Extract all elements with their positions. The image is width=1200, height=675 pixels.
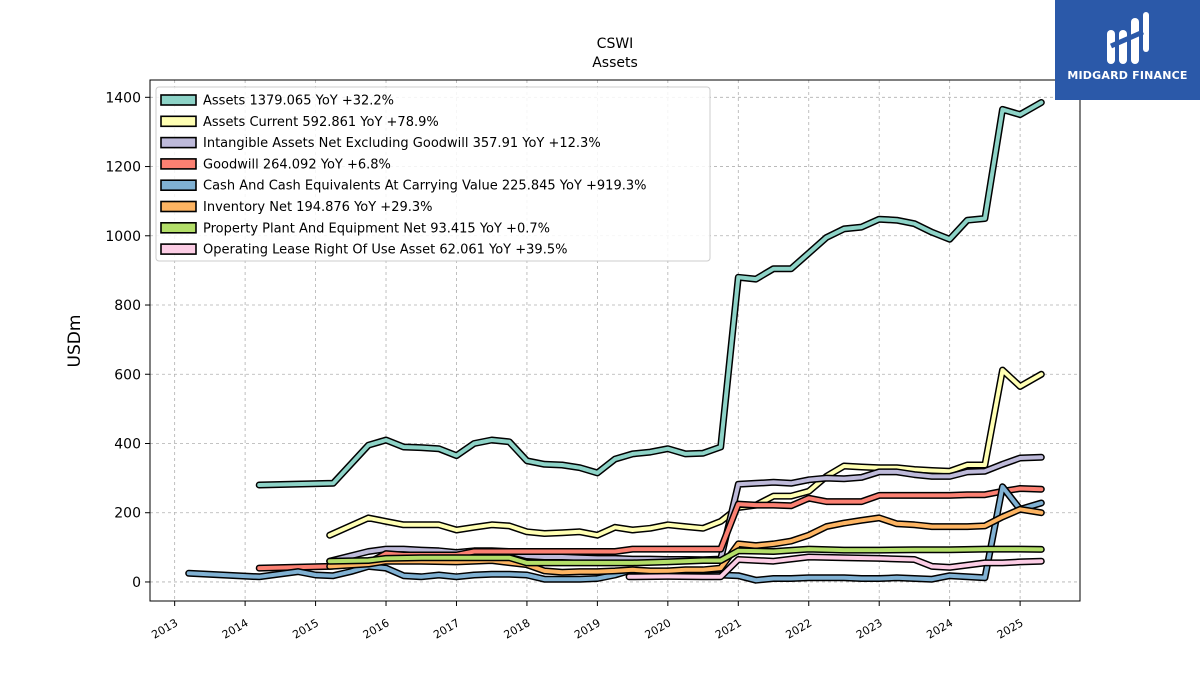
- series-7: [326, 545, 1045, 567]
- y-tick-label: 1000: [105, 229, 141, 245]
- x-tick-label: 2023: [854, 616, 885, 641]
- legend-swatch: [160, 243, 197, 255]
- x-tick-label: 2025: [995, 616, 1026, 641]
- legend-swatch: [160, 200, 197, 213]
- x-tick-label: 2017: [431, 616, 462, 641]
- x-tick-label: 2020: [643, 616, 674, 641]
- series-line: [327, 547, 1044, 565]
- legend-swatch: [160, 136, 197, 149]
- legend-swatch: [160, 158, 197, 170]
- x-tick-label: 2022: [784, 616, 815, 641]
- legend-entry: Property Plant And Equipment Net 93.415 …: [203, 221, 550, 236]
- y-axis: 0 200 400 600 800 1000 1200 1400: [105, 90, 150, 591]
- legend-entry: Assets 1379.065 YoY +32.2%: [203, 94, 394, 109]
- midgard-logo-icon: [1107, 12, 1149, 64]
- chart-subtitle: Assets: [592, 55, 638, 71]
- y-tick-label: 800: [114, 298, 141, 314]
- y-tick-label: 1400: [105, 90, 141, 106]
- x-tick-label: 2018: [502, 616, 533, 641]
- y-axis-label: USDm: [65, 315, 85, 368]
- y-tick-label: 600: [114, 367, 141, 383]
- y-tick-label: 400: [114, 436, 141, 452]
- legend-swatch: [160, 222, 197, 234]
- legend-swatch: [160, 179, 197, 191]
- legend-swatch: [160, 115, 197, 128]
- legend-entry: Goodwill 264.092 YoY +6.8%: [203, 157, 391, 172]
- x-tick-label: 2016: [361, 616, 392, 641]
- legend: Assets 1379.065 YoY +32.2% Assets Current…: [155, 86, 711, 262]
- x-tick-label: 2021: [713, 616, 744, 641]
- series-2: [326, 366, 1045, 539]
- series-line: [257, 100, 1044, 487]
- plot-frame: [149, 79, 1081, 602]
- series-8: [625, 553, 1045, 581]
- x-tick-label: 2015: [290, 616, 321, 641]
- legend-entry: Cash And Cash Equivalents At Carrying Va…: [203, 179, 646, 194]
- x-tick-label: 2019: [572, 616, 603, 641]
- x-axis: 2013 2014 2015 2016 2017 2018 2019 2020 2021 2022…: [149, 601, 1026, 642]
- chart-title: CSWI: [597, 36, 634, 52]
- x-tick-label: 2013: [149, 616, 180, 641]
- legend-box: [155, 86, 711, 262]
- series-line: [627, 555, 1044, 579]
- series-layer: [185, 99, 1045, 584]
- legend-entry: Intangible Assets Net Excluding Goodwill…: [203, 136, 601, 151]
- brand-name: MIDGARD FINANCE: [1067, 69, 1188, 82]
- legend-entry: Inventory Net 194.876 YoY +29.3%: [203, 200, 433, 215]
- series-line: [327, 368, 1044, 538]
- brand-logo: MIDGARD FINANCE: [1055, 0, 1200, 100]
- y-tick-label: 0: [132, 575, 141, 591]
- y-tick-label: 1200: [105, 160, 141, 176]
- legend-entry: Assets Current 592.861 YoY +78.9%: [203, 115, 439, 130]
- x-tick-label: 2014: [220, 616, 251, 641]
- legend-swatch: [160, 94, 197, 106]
- legend-entry: Operating Lease Right Of Use Asset 62.06…: [203, 243, 567, 258]
- y-tick-label: 200: [114, 506, 141, 522]
- x-tick-label: 2024: [924, 616, 955, 641]
- series-1: [255, 99, 1045, 489]
